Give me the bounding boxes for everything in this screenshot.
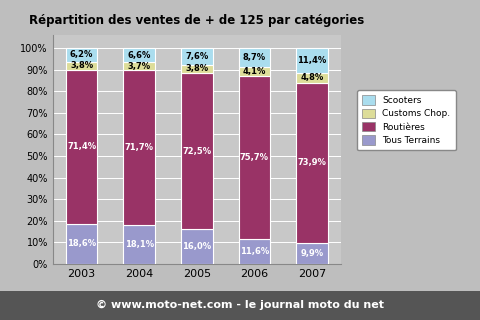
Bar: [296, 83, 328, 243]
Bar: [181, 48, 213, 65]
Text: 3,7%: 3,7%: [128, 62, 151, 71]
Bar: [239, 48, 270, 67]
Bar: [123, 62, 155, 70]
Bar: [239, 76, 270, 239]
Legend: Scooters, Customs Chop., Routières, Tous Terrains: Scooters, Customs Chop., Routières, Tous…: [357, 90, 456, 150]
Text: 6,6%: 6,6%: [128, 51, 151, 60]
Text: 71,7%: 71,7%: [125, 143, 154, 152]
Text: 18,6%: 18,6%: [67, 239, 96, 248]
Text: 18,1%: 18,1%: [125, 240, 154, 249]
Bar: [66, 224, 97, 264]
Text: 8,7%: 8,7%: [243, 53, 266, 62]
Text: 73,9%: 73,9%: [298, 158, 326, 167]
Bar: [123, 70, 155, 225]
Text: Répartition des ventes de + de 125 par catégories: Répartition des ventes de + de 125 par c…: [29, 14, 364, 28]
Text: 11,4%: 11,4%: [298, 56, 326, 65]
Bar: [239, 67, 270, 76]
Text: 11,6%: 11,6%: [240, 247, 269, 256]
Text: 72,5%: 72,5%: [182, 147, 211, 156]
Text: 3,8%: 3,8%: [70, 61, 93, 70]
Text: © www.moto-net.com - le journal moto du net: © www.moto-net.com - le journal moto du …: [96, 300, 384, 310]
Text: 6,2%: 6,2%: [70, 50, 93, 59]
Bar: [123, 225, 155, 264]
Text: 3,8%: 3,8%: [185, 64, 208, 73]
Bar: [123, 48, 155, 62]
Text: 71,4%: 71,4%: [67, 142, 96, 151]
Text: 75,7%: 75,7%: [240, 153, 269, 162]
Text: 4,8%: 4,8%: [300, 73, 324, 83]
Bar: [181, 229, 213, 264]
Bar: [181, 73, 213, 229]
Bar: [296, 73, 328, 83]
Bar: [181, 65, 213, 73]
Bar: [296, 243, 328, 264]
Bar: [66, 61, 97, 70]
Bar: [239, 239, 270, 264]
Bar: [66, 70, 97, 224]
Bar: [66, 48, 97, 61]
Bar: [296, 48, 328, 73]
Text: 16,0%: 16,0%: [182, 242, 211, 251]
Text: 9,9%: 9,9%: [300, 249, 324, 258]
Text: 7,6%: 7,6%: [185, 52, 208, 61]
Text: 4,1%: 4,1%: [243, 67, 266, 76]
